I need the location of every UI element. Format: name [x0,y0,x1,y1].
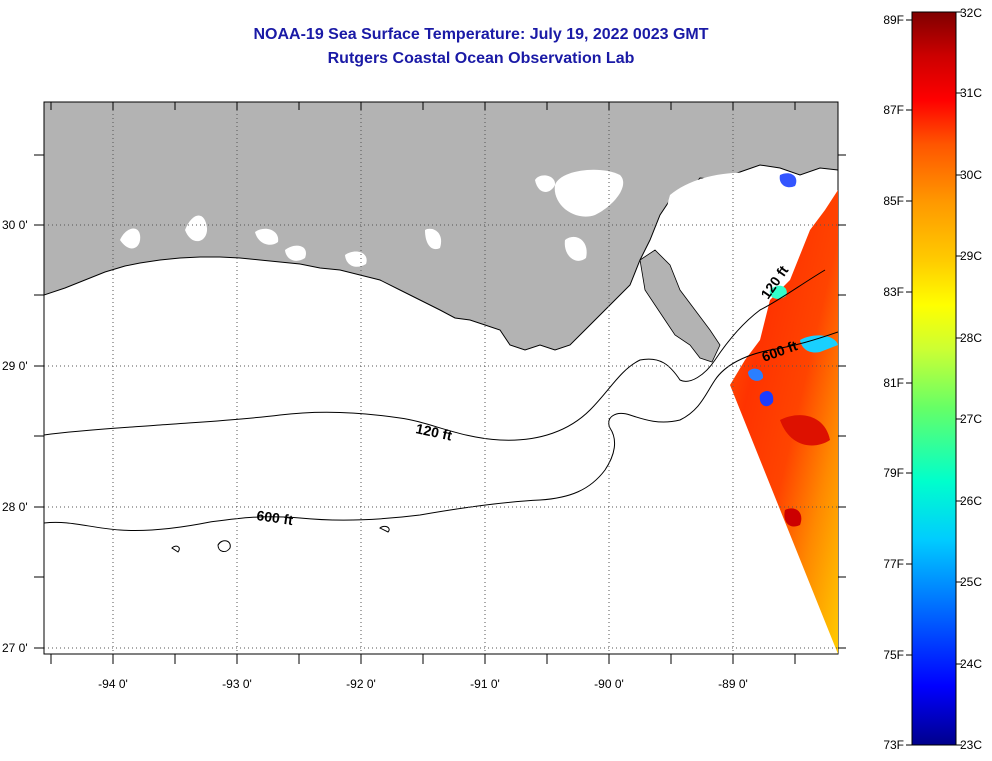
lat-label-30: 30 0' [2,218,28,232]
sst-cool-patch-4 [779,173,797,188]
lon-label-91: -91 0' [470,677,500,691]
colorbar-f-75: 75F [883,648,904,662]
sst-warm-patch-1 [784,508,802,527]
colorbar-c-29: 29C [960,249,982,263]
colorbar-f-73: 73F [883,738,904,752]
lon-label-92: -92 0' [346,677,376,691]
lake-d [285,245,306,261]
colorbar-f-79: 79F [883,466,904,480]
lon-label-89: -89 0' [718,677,748,691]
lake-c [255,228,279,245]
contour-label-600ft-west: 600 ft [256,507,295,528]
lon-label-93: -93 0' [222,677,252,691]
sst-warm-patch-2 [780,415,830,446]
colorbar-c-27: 27C [960,412,982,426]
colorbar-c-28: 28C [960,331,982,345]
lat-label-27: 27 0' [2,641,28,655]
colorbar-f-89: 89F [883,13,904,27]
colorbar-f-85: 85F [883,194,904,208]
colorbar-c-23: 23C [960,738,982,752]
map-grid [44,102,838,654]
lake-g [564,236,587,261]
lon-label-94: -94 0' [98,677,128,691]
lake-borgne [535,175,556,192]
colorbar-f-87: 87F [883,103,904,117]
sst-cool-patch-5 [769,285,787,299]
lake-a [120,228,141,249]
lat-label-29: 29 0' [2,359,28,373]
sst-cool-patch-3 [800,335,838,353]
lon-label-90: -90 0' [594,677,624,691]
colorbar-c-31: 31C [960,86,982,100]
sst-cool-patch-2 [748,368,764,381]
lat-label-28: 28 0' [2,500,28,514]
contour-600ft [44,331,838,532]
colorbar-c-24: 24C [960,657,982,671]
map-title: NOAA-19 Sea Surface Temperature: July 19… [253,26,709,43]
lake-b [185,215,208,242]
cloud-cover [666,172,803,304]
colorbar-c-32: 32C [960,6,982,20]
mississippi-delta [639,249,721,363]
map-subtitle: Rutgers Coastal Ocean Observation Lab [327,50,635,67]
lake-pontchartrain [554,169,624,217]
lake-f [425,228,442,250]
axis-ticks [34,102,846,664]
colorbar-f-83: 83F [883,285,904,299]
colorbar-c-30: 30C [960,168,982,182]
colorbar-f-77: 77F [883,557,904,571]
contour-label-120ft-west: 120 ft [414,420,453,443]
contour-islands [171,525,390,553]
colorbar-f-81: 81F [883,376,904,390]
sst-cool-patch-1 [759,390,774,407]
contour-120ft [44,269,826,441]
colorbar-ticks [906,11,962,746]
colorbar-c-25: 25C [960,575,982,589]
colorbar [911,11,957,746]
colorbar-c-26: 26C [960,494,982,508]
